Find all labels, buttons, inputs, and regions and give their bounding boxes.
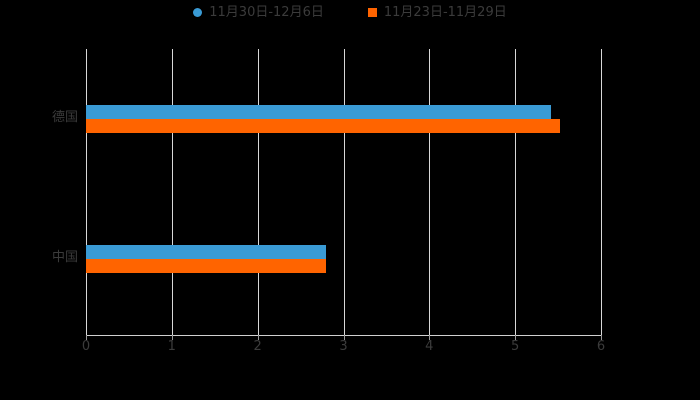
x-axis-tick-label-4: 4 [425, 339, 434, 354]
gridline-5 [515, 49, 517, 335]
tick-mark-6 [601, 335, 602, 340]
gridline-6 [601, 49, 602, 335]
bar-china-series-2[interactable] [86, 259, 327, 273]
plot-area [86, 49, 602, 335]
gridline-3 [343, 49, 345, 335]
gridline-1 [171, 49, 173, 335]
bar-china-series-1[interactable] [86, 245, 327, 259]
tick-mark-4 [429, 335, 431, 340]
y-axis-category-labels: 德国 中国 [0, 0, 78, 400]
x-axis-tick-label-6: 6 [596, 339, 606, 354]
y-axis-label-germany: 德国 [51, 110, 78, 125]
legend-item-series-2[interactable]: 11月23日-11月29日 [367, 5, 507, 20]
y-axis-label-china: 中国 [51, 250, 78, 265]
legend-label-series-2: 11月23日-11月29日 [383, 5, 507, 20]
tick-mark-2 [257, 335, 259, 340]
x-axis-tick-label-2: 2 [253, 339, 262, 354]
x-axis-tick-label-1: 1 [167, 339, 176, 354]
legend-circle-marker-icon [193, 8, 203, 17]
x-axis-tick-label-0: 0 [81, 339, 91, 354]
tick-mark-3 [343, 335, 345, 340]
legend-item-series-1[interactable]: 11月30日-12月6日 [193, 6, 324, 19]
gridline-4 [429, 49, 431, 335]
bar-germany-series-1[interactable] [86, 105, 552, 119]
legend-label-series-1: 11月30日-12月6日 [209, 5, 324, 20]
bar-germany-series-2[interactable] [86, 119, 560, 133]
chart-legend: 11月30日-12月6日 11月23日-11月29日 [0, 6, 700, 19]
gridline-2 [257, 49, 259, 335]
tick-mark-5 [515, 335, 517, 340]
x-axis-tick-label-3: 3 [339, 339, 348, 354]
x-axis-tick-label-5: 5 [511, 339, 520, 354]
tick-mark-1 [171, 335, 173, 340]
legend-square-marker-icon [367, 8, 377, 17]
tick-mark-0 [86, 335, 87, 340]
gridline-0 [86, 49, 87, 335]
